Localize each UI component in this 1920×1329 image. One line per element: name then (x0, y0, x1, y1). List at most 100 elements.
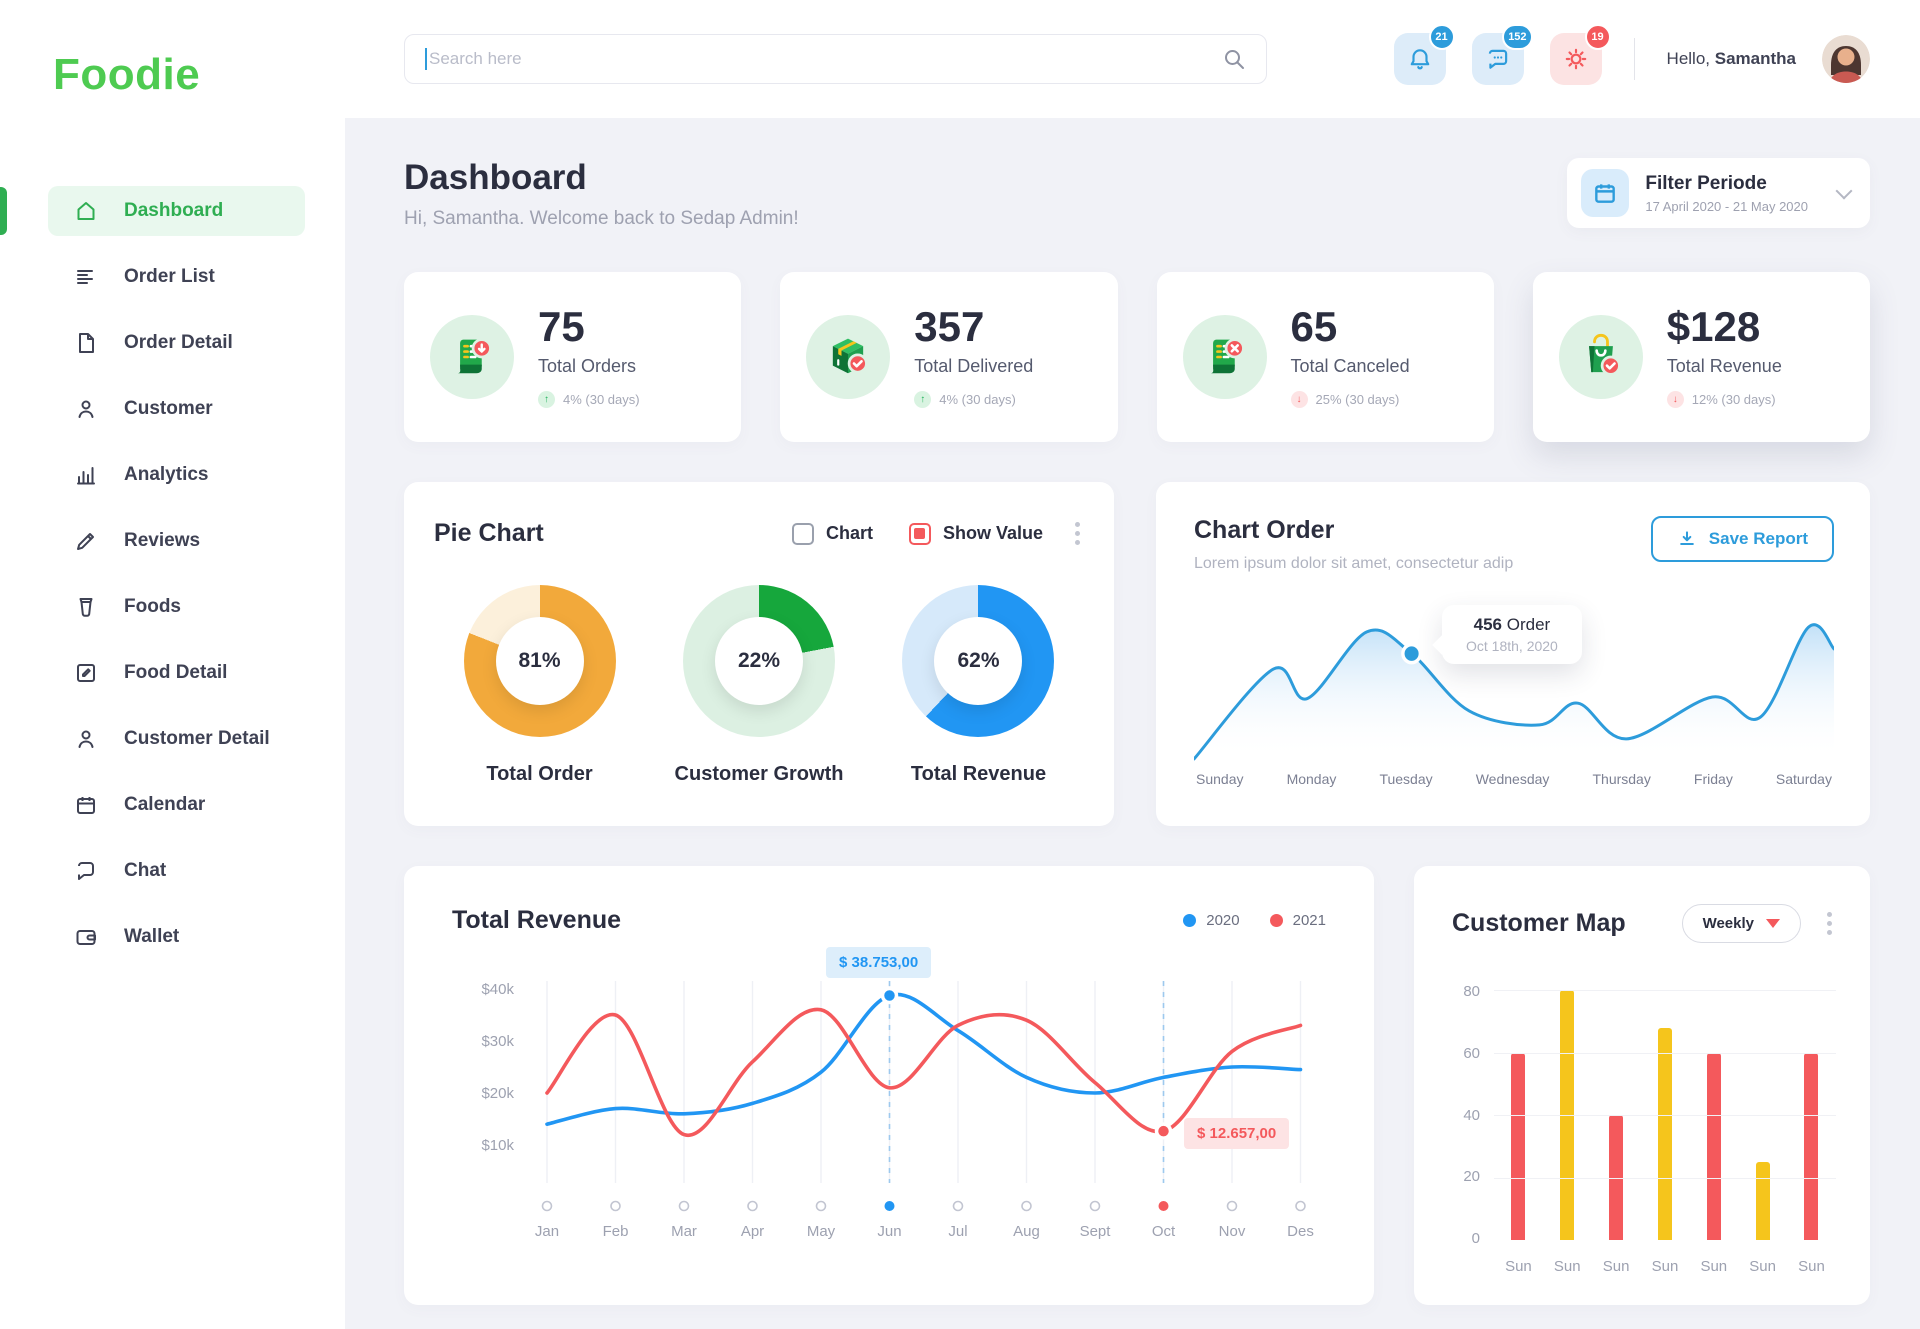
sidebar-item-chat[interactable]: Chat (48, 846, 305, 896)
user-icon (74, 727, 98, 751)
bell-icon (1407, 46, 1433, 72)
weekday-label: Friday (1693, 771, 1733, 787)
option-show-value[interactable]: Show Value (908, 522, 1043, 545)
settings-button[interactable]: 19 (1549, 24, 1611, 85)
sidebar-item-customer[interactable]: Customer (48, 384, 305, 434)
donut-percent: 22% (737, 649, 781, 672)
sidebar-item-dashboard[interactable]: Dashboard (0, 186, 305, 236)
y-axis-labels: 80 60 40 20 0 (1463, 983, 1480, 1247)
notification-badge: 21 (1428, 24, 1455, 50)
svg-text:Nov: Nov (1219, 1223, 1246, 1240)
main-content: Dashboard Hi, Samantha. Welcome back to … (345, 118, 1920, 1329)
sidebar-item-label: Reviews (124, 530, 201, 551)
legend-item: 2021 (1269, 912, 1326, 929)
sidebar-item-food-detail[interactable]: Food Detail (48, 648, 305, 698)
x-axis-labels: Sun Sun Sun Sun Sun Sun Sun (1494, 1258, 1836, 1275)
weekly-dropdown[interactable]: Weekly (1681, 904, 1801, 943)
weekday-label: Monday (1286, 771, 1337, 787)
pencil-icon (74, 529, 98, 553)
stat-label: Total Orders (538, 356, 637, 376)
stat-value: $128 (1666, 303, 1761, 350)
sidebar-item-reviews[interactable]: Reviews (48, 516, 305, 566)
page-title: Dashboard (404, 158, 587, 197)
avatar[interactable] (1822, 35, 1870, 83)
total-revenue-card: Total Revenue 2020 2021 $40k $30k $20k $10k J… (404, 866, 1374, 1305)
search-icon[interactable] (1222, 47, 1246, 71)
customer-map-card: Customer Map Weekly 80 60 40 20 0 Sun Sun Sun S… (1414, 866, 1870, 1305)
svg-text:$20k: $20k (481, 1085, 514, 1102)
donut-percent: 81% (518, 649, 561, 672)
checkbox-unchecked-icon[interactable] (791, 522, 814, 545)
sidebar-item-customer-detail[interactable]: Customer Detail (48, 714, 305, 764)
stat-card-total-delivered: 357 Total Delivered ↑ 4% (30 days) (780, 272, 1118, 442)
sidebar-item-foods[interactable]: Foods (48, 582, 305, 632)
pie-chart-card: Pie Chart Chart Show Value (404, 482, 1114, 826)
trend-down-icon: ↓ (1290, 391, 1308, 408)
order-area-chart: 456 Order Oct 18th, 2020 (1194, 591, 1834, 763)
bar (1748, 1161, 1778, 1240)
stat-value: 75 (538, 303, 585, 350)
notifications-button[interactable]: 21 (1393, 24, 1455, 85)
bar-label: Sun (1602, 1258, 1630, 1275)
chart-legend: 2020 2021 (1183, 912, 1326, 929)
page-subtitle: Hi, Samantha. Welcome back to Sedap Admi… (404, 208, 799, 229)
svg-text:Apr: Apr (741, 1223, 764, 1240)
chart-order-card: Chart Order Lorem ipsum dolor sit amet, … (1156, 482, 1870, 826)
sidebar-item-label: Order List (124, 266, 215, 287)
topbar: Search here 21 152 19 H (345, 0, 1920, 118)
tooltip-2020: $ 38.753,00 (826, 947, 932, 978)
stat-label: Total Canceled (1290, 356, 1410, 376)
chart-order-title: Chart Order (1194, 516, 1335, 544)
bar-label: Sun (1553, 1258, 1581, 1275)
donut-label: Total Revenue (910, 763, 1047, 785)
stat-card-total-canceled: 65 Total Canceled ↓ 25% (30 days) (1156, 272, 1494, 442)
filter-range: 17 April 2020 - 21 May 2020 (1645, 198, 1808, 214)
calendar-icon (1581, 169, 1630, 217)
stat-value: 357 (914, 303, 985, 350)
chevron-down-icon (1835, 182, 1853, 200)
search-input[interactable]: Search here (404, 34, 1267, 84)
message-badge: 152 (1502, 24, 1533, 50)
sidebar-item-wallet[interactable]: Wallet (48, 912, 305, 962)
sidebar-item-order-list[interactable]: Order List (48, 252, 305, 302)
svg-text:$30k: $30k (481, 1033, 514, 1050)
stat-label: Total Revenue (1666, 356, 1782, 376)
more-menu-icon[interactable] (1071, 518, 1084, 549)
more-menu-icon[interactable] (1823, 908, 1836, 939)
orders-icon (430, 315, 514, 399)
sidebar-item-label: Order Detail (124, 332, 233, 353)
sidebar-item-order-detail[interactable]: Order Detail (48, 318, 305, 368)
svg-text:Jan: Jan (535, 1223, 559, 1240)
filter-title: Filter Periode (1645, 172, 1767, 194)
weekday-label: Tuesday (1379, 771, 1433, 787)
sidebar-item-calendar[interactable]: Calendar (48, 780, 305, 830)
stat-delta: 25% (30 days) (1315, 392, 1400, 407)
bar (1650, 1027, 1680, 1240)
svg-text:Oct: Oct (1152, 1223, 1176, 1240)
trend-up-icon: ↑ (914, 391, 932, 408)
legend-item: 2020 (1183, 912, 1240, 929)
save-report-button[interactable]: Save Report (1650, 516, 1834, 562)
filter-periode[interactable]: Filter Periode 17 April 2020 - 21 May 20… (1567, 158, 1870, 228)
donut-total-order: 81% Total Order (463, 585, 616, 786)
sidebar-item-label: Chat (124, 860, 167, 881)
donut-label: Total Order (486, 763, 593, 785)
svg-text:$10k: $10k (481, 1137, 514, 1154)
search-placeholder: Search here (429, 49, 522, 68)
checkbox-checked-icon[interactable] (908, 522, 931, 545)
sidebar: Foodie Dashboard Order List Order Detail… (0, 0, 345, 1329)
option-chart[interactable]: Chart (791, 522, 873, 545)
donut-customer-growth: 22% Customer Growth (675, 585, 843, 786)
sidebar-item-label: Food Detail (124, 662, 228, 683)
document-icon (74, 331, 98, 355)
chart-tooltip: 456 Order Oct 18th, 2020 (1442, 605, 1582, 664)
sidebar-item-analytics[interactable]: Analytics (48, 450, 305, 500)
svg-text:Mar: Mar (671, 1223, 697, 1240)
caret-down-icon (1766, 919, 1780, 928)
messages-button[interactable]: 152 (1471, 24, 1533, 85)
svg-text:Feb: Feb (603, 1223, 629, 1240)
divider (1633, 38, 1635, 80)
bar-label: Sun (1651, 1258, 1679, 1275)
list-icon (74, 265, 98, 289)
